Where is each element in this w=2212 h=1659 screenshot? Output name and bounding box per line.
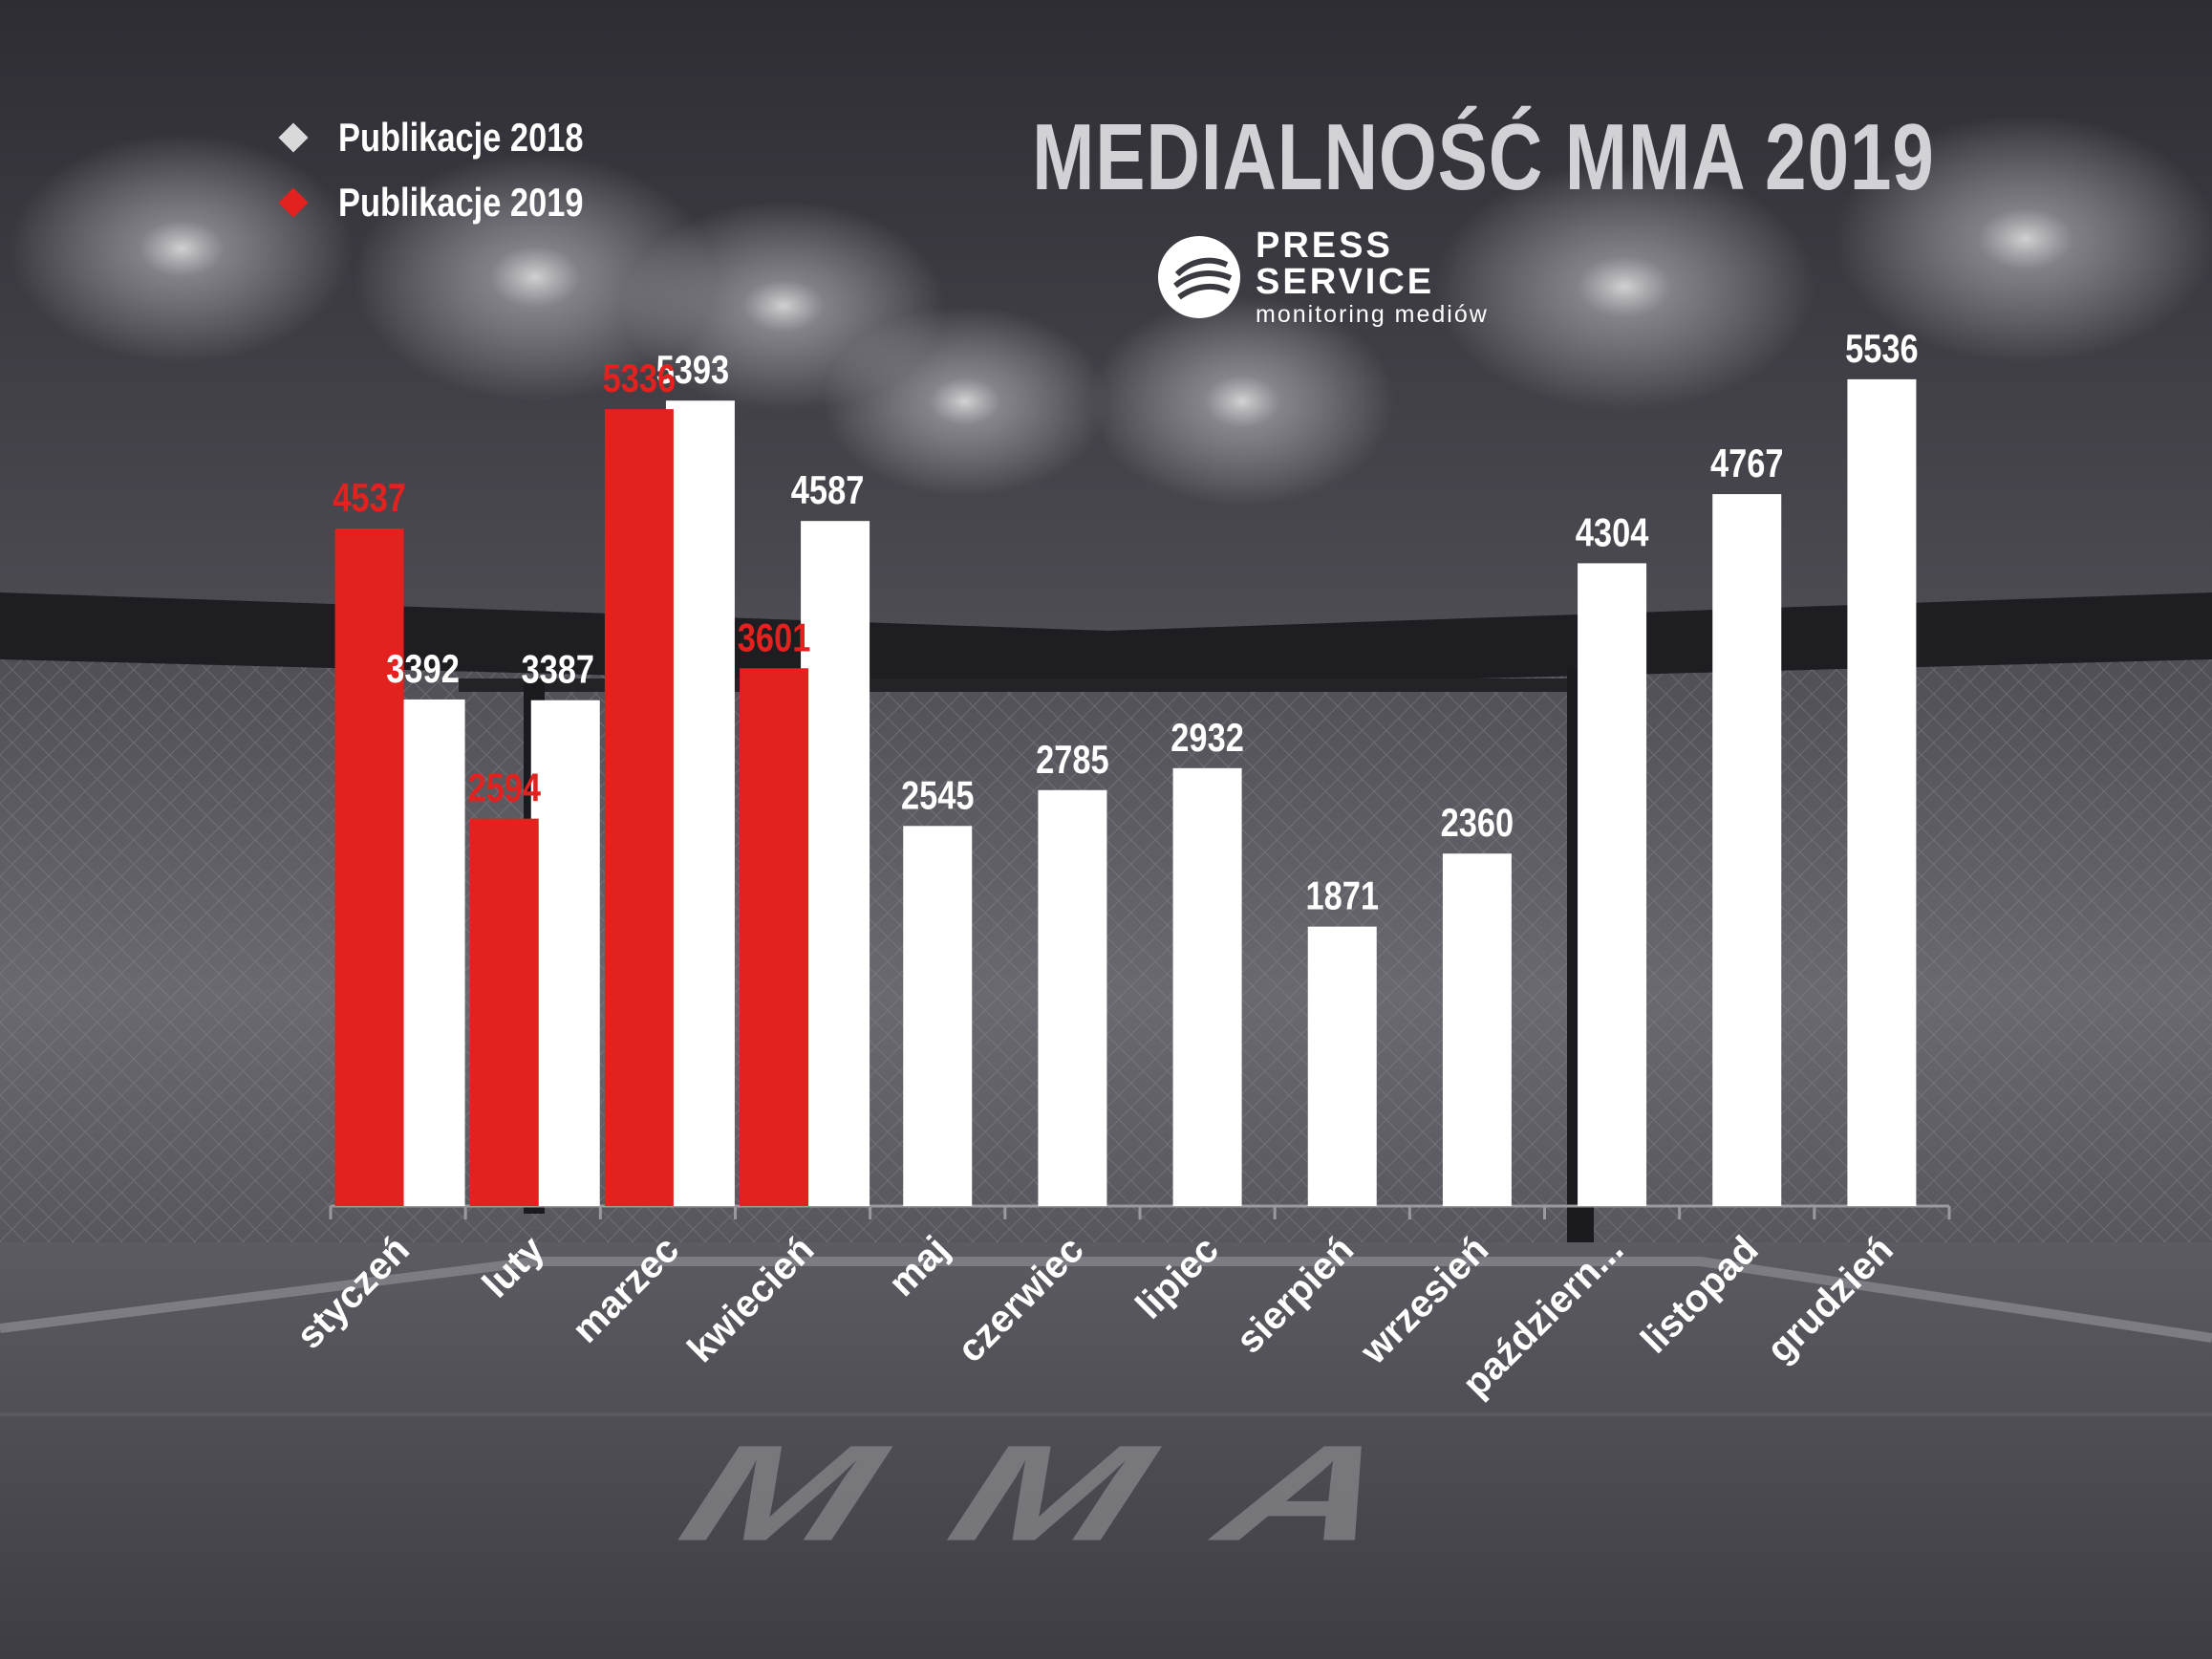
category-tick-label: lipiec bbox=[1128, 1228, 1227, 1326]
category-tick-label: luty bbox=[475, 1228, 553, 1306]
value-label-2018: 1871 bbox=[1305, 873, 1379, 918]
bar-2019 bbox=[469, 818, 539, 1206]
value-label-2019: 4537 bbox=[333, 476, 406, 521]
bar-2019 bbox=[334, 528, 404, 1206]
category-tick-label: wrzesień bbox=[1352, 1228, 1496, 1372]
value-label-2018: 4304 bbox=[1576, 510, 1649, 555]
legend-label: Publikacje 2019 bbox=[338, 180, 584, 225]
value-label-2018: 4767 bbox=[1710, 442, 1784, 486]
bar-2018 bbox=[1307, 926, 1377, 1206]
bar-2019 bbox=[604, 409, 674, 1206]
press-service-logo-icon bbox=[1158, 236, 1240, 318]
bar-2018 bbox=[396, 699, 465, 1206]
bar-2018 bbox=[665, 400, 735, 1206]
category-tick-label: listopad bbox=[1633, 1228, 1767, 1362]
bar-2018 bbox=[1578, 563, 1647, 1206]
legend-item-2019: Publikacje 2019 bbox=[278, 170, 637, 235]
legend-item-2018: Publikacje 2018 bbox=[278, 105, 637, 170]
bar-2018 bbox=[1712, 494, 1782, 1206]
bar-2018 bbox=[530, 700, 600, 1206]
press-service-logo: PRESS SERVICE monitoring mediów bbox=[1158, 227, 1489, 327]
category-tick-label: czerwiec bbox=[950, 1228, 1092, 1370]
bar-2018 bbox=[903, 826, 973, 1206]
bar-2018 bbox=[1847, 378, 1917, 1207]
bar-2019 bbox=[740, 668, 809, 1206]
stadium-lights bbox=[10, 115, 2212, 506]
value-label-2018: 3392 bbox=[386, 647, 460, 692]
logo-word-press: PRESS bbox=[1256, 226, 1393, 266]
bar-2018 bbox=[1442, 853, 1512, 1206]
value-label-2019: 3601 bbox=[738, 615, 811, 660]
category-tick-label: grudzień bbox=[1759, 1228, 1901, 1370]
value-label-2018: 2360 bbox=[1441, 801, 1514, 846]
chart-title: MEDIALNOŚĆ MMA 2019 bbox=[1032, 104, 1935, 209]
category-tick-label: marzec bbox=[565, 1228, 688, 1351]
category-tick-label: sierpień bbox=[1229, 1228, 1363, 1362]
value-label-2019: 2594 bbox=[467, 765, 541, 810]
value-label-2018: 4587 bbox=[791, 468, 865, 513]
legend: Publikacje 2018 Publikacje 2019 bbox=[278, 105, 637, 235]
logo-word-service: SERVICE bbox=[1256, 262, 1435, 302]
legend-label: Publikacje 2018 bbox=[338, 115, 584, 160]
value-label-2018: 2932 bbox=[1170, 716, 1244, 761]
bar-2018 bbox=[1172, 767, 1242, 1206]
value-label-2018: 3387 bbox=[521, 648, 594, 693]
value-label-2018: 2785 bbox=[1036, 738, 1109, 783]
bar-2018 bbox=[1038, 789, 1107, 1206]
value-label-2018: 5393 bbox=[656, 348, 730, 393]
category-tick-label: styczeń bbox=[289, 1228, 418, 1357]
value-label-2018: 5536 bbox=[1845, 327, 1919, 372]
value-label-2019: 5336 bbox=[603, 356, 676, 401]
category-tick-label: maj bbox=[881, 1228, 957, 1304]
bar-2018 bbox=[801, 521, 870, 1206]
category-tick-label: kwiecień bbox=[679, 1228, 822, 1370]
value-label-2018: 2545 bbox=[901, 773, 975, 818]
logo-tagline: monitoring mediów bbox=[1256, 301, 1489, 328]
